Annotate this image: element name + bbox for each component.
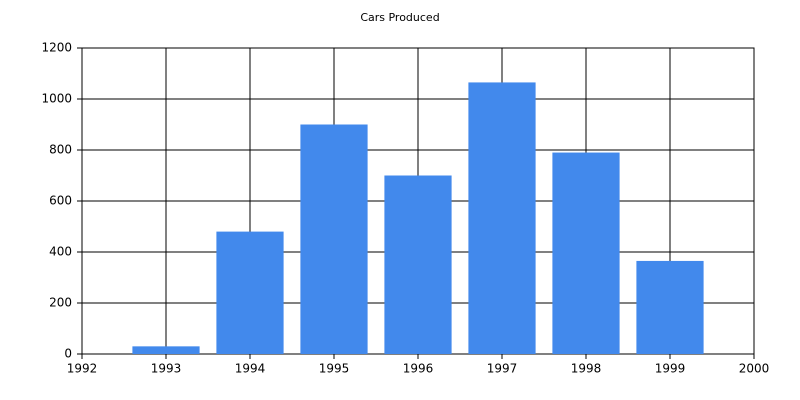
- x-tick-label: 2000: [739, 362, 770, 376]
- x-tick-label: 1996: [403, 362, 434, 376]
- x-tick-label: 1993: [151, 362, 182, 376]
- bar: [300, 124, 368, 354]
- x-tick-label: 1999: [655, 362, 686, 376]
- y-tick-label: 1200: [41, 41, 72, 55]
- bar: [132, 346, 200, 354]
- y-tick-label: 1000: [41, 92, 72, 106]
- x-tick-label: 1995: [319, 362, 350, 376]
- bar: [468, 82, 536, 355]
- bar: [636, 260, 704, 354]
- x-tick-label: 1994: [235, 362, 266, 376]
- chart-title: Cars Produced: [360, 11, 439, 24]
- y-tick-label: 400: [49, 245, 72, 259]
- bar: [216, 231, 284, 354]
- y-tick-label: 200: [49, 296, 72, 310]
- x-tick-label: 1992: [67, 362, 98, 376]
- bar: [384, 175, 452, 354]
- y-tick-label: 0: [64, 347, 72, 361]
- y-tick-label: 800: [49, 143, 72, 157]
- x-tick-label: 1998: [571, 362, 602, 376]
- bar: [552, 152, 620, 354]
- y-tick-label: 600: [49, 194, 72, 208]
- x-tick-label: 1997: [487, 362, 518, 376]
